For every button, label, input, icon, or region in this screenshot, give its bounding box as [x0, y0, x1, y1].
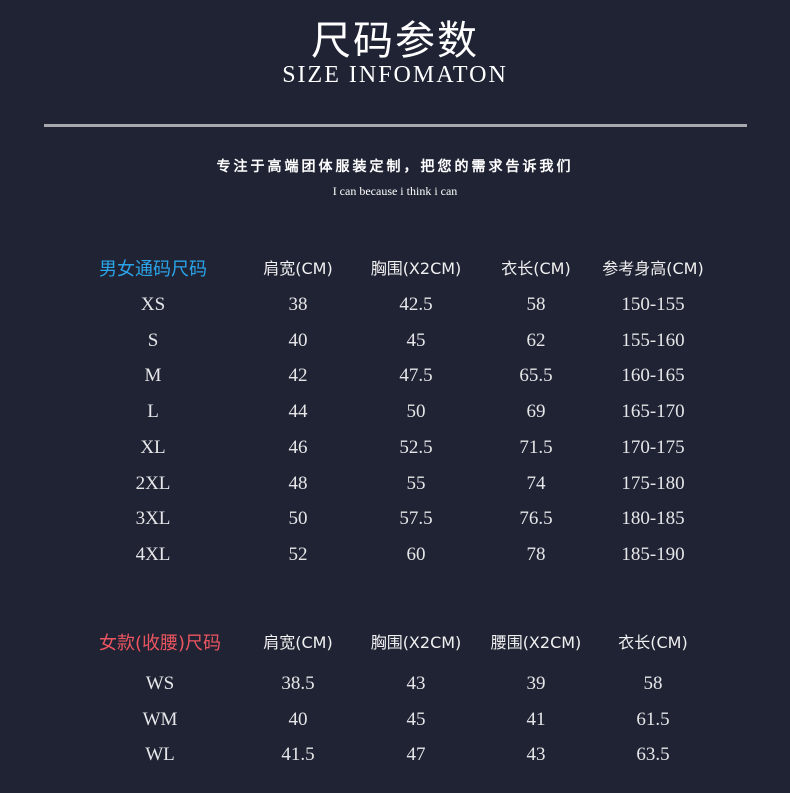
- column-header: 胸围(X2CM): [370, 259, 462, 278]
- column-header: 腰围(X2CM): [490, 633, 582, 652]
- table-cell: 44: [288, 401, 308, 423]
- size-label: M: [144, 365, 162, 387]
- page-title: 尺码参数: [311, 18, 479, 64]
- size-label: XL: [140, 436, 166, 458]
- table-cell: 71.5: [519, 436, 553, 458]
- motto: I can because i think i can: [332, 184, 458, 198]
- table-cell: 40: [288, 329, 308, 351]
- table-cell: 52.5: [399, 436, 433, 458]
- column-header: 参考身高(CM): [602, 259, 704, 278]
- table-cell: 42.5: [399, 294, 433, 315]
- size-label: XS: [140, 294, 166, 315]
- table-cell: 78: [526, 543, 546, 565]
- table-cell: 41.5: [281, 744, 315, 765]
- size-label: L: [147, 401, 159, 423]
- size-label: S: [147, 329, 159, 351]
- table-cell: 170-175: [621, 436, 685, 458]
- table-cell: 43: [526, 744, 546, 765]
- table-cell: 50: [406, 401, 426, 423]
- table-cell: 58: [526, 294, 546, 315]
- table-cell: 160-165: [621, 365, 685, 387]
- table-cell: 45: [406, 708, 426, 730]
- size-label: 4XL: [135, 543, 171, 565]
- column-header: 肩宽(CM): [263, 259, 333, 278]
- table-cell: 74: [526, 472, 546, 494]
- column-header: 男女通码尺码: [99, 259, 207, 280]
- table-cell: 65.5: [519, 365, 553, 387]
- table-cell: 57.5: [399, 508, 433, 530]
- table-cell: 155-160: [621, 329, 685, 351]
- table-cell: 50: [288, 508, 308, 530]
- column-header: 女款(收腰)尺码: [98, 633, 222, 654]
- table-cell: 62: [526, 329, 546, 351]
- page-subtitle: SIZE INFOMATON: [282, 62, 508, 88]
- table-cell: 150-155: [621, 294, 685, 315]
- divider: [44, 124, 747, 127]
- table-cell: 47.5: [399, 365, 433, 387]
- size-label: WM: [142, 708, 178, 730]
- slogan: 专注于高端团体服装定制，把您的需求告诉我们: [216, 159, 574, 175]
- table-cell: 55: [406, 472, 426, 494]
- column-header: 肩宽(CM): [263, 633, 333, 652]
- table-cell: 175-180: [621, 472, 685, 494]
- table-cell: 63.5: [636, 744, 670, 765]
- table-cell: 180-185: [621, 508, 685, 530]
- table-cell: 38.5: [281, 673, 315, 694]
- table-cell: 58: [643, 673, 663, 694]
- table-cell: 52: [288, 543, 308, 565]
- size-label: WL: [145, 744, 175, 765]
- size-label: 3XL: [135, 508, 171, 530]
- table-cell: 39: [526, 673, 546, 694]
- table-cell: 185-190: [621, 543, 685, 565]
- table-cell: 46: [288, 436, 308, 458]
- table-cell: 45: [406, 329, 426, 351]
- table-cell: 42: [288, 365, 308, 387]
- size-label: WS: [145, 673, 175, 694]
- size-label: 2XL: [135, 472, 171, 494]
- table-cell: 41: [526, 708, 546, 730]
- table-cell: 165-170: [621, 401, 685, 423]
- table-cell: 48: [288, 472, 308, 494]
- column-header: 衣长(CM): [618, 633, 688, 652]
- table-cell: 69: [526, 401, 546, 423]
- column-header: 胸围(X2CM): [370, 633, 462, 652]
- table-cell: 76.5: [519, 508, 553, 530]
- table-cell: 38: [288, 294, 308, 315]
- table-cell: 40: [288, 708, 308, 730]
- table-cell: 47: [406, 744, 426, 765]
- column-header: 衣长(CM): [501, 259, 571, 278]
- table-cell: 43: [406, 673, 426, 694]
- table-cell: 60: [406, 543, 426, 565]
- table-cell: 61.5: [636, 708, 670, 730]
